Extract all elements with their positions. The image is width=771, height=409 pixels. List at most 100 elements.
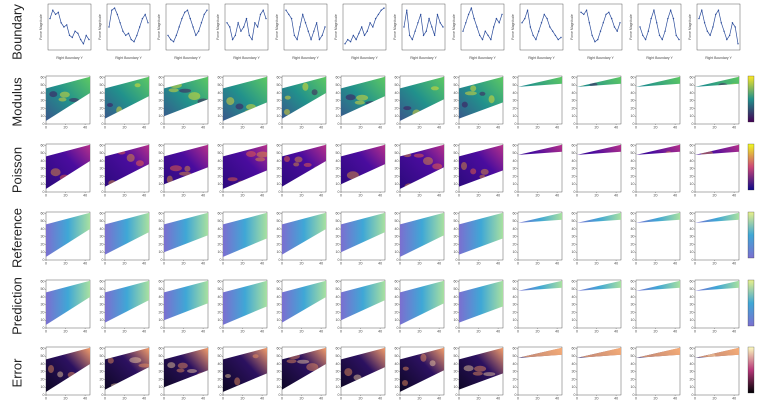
y-tick-label: 0 — [338, 258, 340, 262]
force-point — [442, 26, 444, 28]
force-point — [358, 32, 360, 34]
y-tick-label: 10 — [336, 318, 340, 322]
force-point — [656, 22, 658, 24]
y-tick-label: 60 — [572, 347, 576, 351]
y-tick-label: 50 — [277, 354, 281, 358]
x-tick-label: 0 — [694, 261, 696, 265]
y-tick-label: 60 — [513, 280, 517, 284]
field-blob — [470, 168, 477, 175]
force-point — [77, 32, 79, 34]
y-tick-label: 20 — [454, 106, 458, 110]
y-tick-label: 60 — [631, 280, 635, 284]
force-point — [701, 9, 703, 11]
field-fill — [518, 212, 562, 223]
y-tick-label: 50 — [572, 83, 576, 87]
force-point — [560, 36, 562, 39]
x-tick-label: 0 — [517, 125, 519, 129]
x-tick-label: 20 — [418, 125, 422, 129]
y-tick-label: 20 — [690, 174, 694, 178]
force-point — [321, 34, 323, 37]
y-tick-label: 40 — [690, 227, 694, 231]
field-fill — [695, 212, 739, 223]
force-point — [599, 30, 602, 32]
force-point — [243, 26, 245, 28]
force-point — [737, 43, 739, 45]
x-tick-label: 0 — [281, 261, 283, 265]
x-tick-label: 0 — [635, 261, 637, 265]
force-point — [141, 17, 144, 20]
x-tick-label: 40 — [319, 396, 323, 400]
y-tick-label: 20 — [100, 174, 104, 178]
y-tick-label: 10 — [41, 385, 45, 389]
y-tick-label: 20 — [159, 242, 163, 246]
x-tick-label: 20 — [654, 329, 658, 333]
y-tick-label: 40 — [572, 295, 576, 299]
y-tick-label: 60 — [572, 76, 576, 80]
x-tick-label: 0 — [281, 125, 283, 129]
y-tick-label: 0 — [574, 122, 576, 126]
y-tick-label: 50 — [218, 219, 222, 223]
y-tick-label: 40 — [572, 227, 576, 231]
y-tick-label: 10 — [277, 250, 281, 254]
y-tick-label: 50 — [395, 83, 399, 87]
x-tick-label: 20 — [241, 193, 245, 197]
force-point — [197, 30, 200, 32]
y-tick-label: 40 — [395, 159, 399, 163]
y-tick-label: 0 — [220, 190, 222, 194]
y-tick-label: 40 — [277, 227, 281, 231]
y-tick-label: 30 — [277, 167, 281, 171]
y-tick-label: 60 — [513, 212, 517, 216]
force-point — [532, 34, 534, 37]
force-point — [712, 26, 714, 28]
y-tick-label: 40 — [100, 362, 104, 366]
y-tick-label: 50 — [454, 354, 458, 358]
field-blob — [135, 160, 144, 167]
y-tick-label: 60 — [159, 212, 163, 216]
x-tick-label: 0 — [517, 329, 519, 333]
y-tick-label: 60 — [277, 347, 281, 351]
y-tick-label: 0 — [515, 326, 517, 330]
force-point — [366, 30, 368, 32]
y-tick-label: 40 — [454, 295, 458, 299]
y-tick-label: 10 — [100, 250, 104, 254]
y-tick-label: 40 — [454, 159, 458, 163]
y-tick-label: 60 — [100, 212, 104, 216]
force-point — [229, 26, 231, 28]
field-blob — [356, 94, 369, 101]
y-axis-label: Force Magnitude — [275, 14, 279, 40]
x-tick-label: 20 — [182, 125, 186, 129]
x-tick-label: 40 — [614, 193, 618, 197]
y-tick-label: 0 — [515, 393, 517, 397]
row-label: Reference — [9, 208, 24, 268]
y-tick-label: 0 — [692, 122, 694, 126]
y-tick-label: 0 — [43, 190, 45, 194]
force-point — [420, 13, 422, 16]
y-tick-label: 50 — [336, 151, 340, 155]
force-point — [540, 22, 543, 24]
y-tick-label: 30 — [631, 370, 635, 374]
force-point — [318, 38, 321, 41]
y-tick-label: 0 — [574, 190, 576, 194]
field-blob — [346, 171, 359, 180]
force-point — [661, 38, 663, 41]
y-tick-label: 10 — [454, 250, 458, 254]
force-point — [349, 41, 352, 43]
y-tick-label: 60 — [454, 280, 458, 284]
x-tick-label: 40 — [673, 261, 677, 265]
force-point — [116, 13, 119, 16]
force-point — [610, 17, 613, 20]
force-point — [315, 22, 318, 24]
field-fill — [695, 280, 739, 291]
field-blob — [420, 353, 427, 362]
y-tick-label: 20 — [572, 377, 576, 381]
field-blob — [138, 363, 149, 368]
force-point — [644, 38, 647, 41]
force-point — [304, 22, 307, 24]
y-tick-label: 50 — [690, 151, 694, 155]
x-tick-label: 0 — [340, 329, 342, 333]
y-tick-label: 30 — [395, 370, 399, 374]
plot-frame — [401, 3, 446, 51]
y-tick-label: 30 — [218, 303, 222, 307]
field-blob — [402, 366, 409, 371]
